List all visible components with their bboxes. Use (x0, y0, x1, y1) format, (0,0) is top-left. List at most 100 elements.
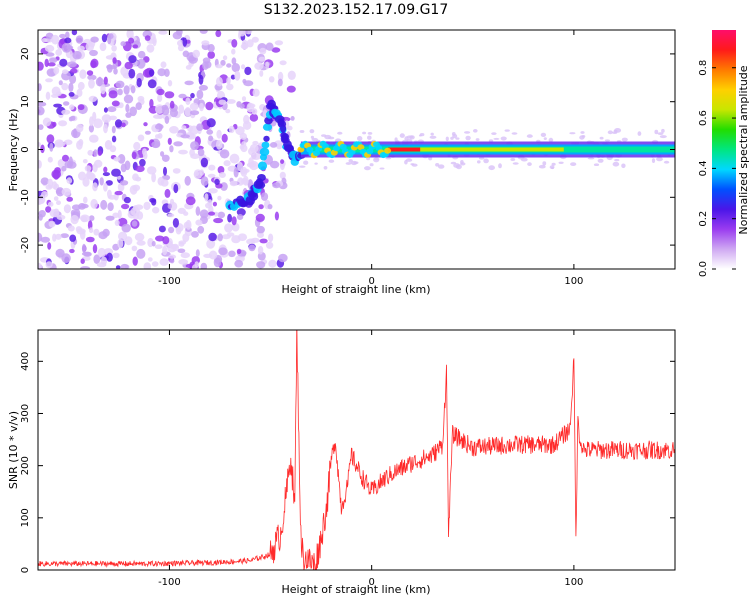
noise-blob (106, 252, 113, 262)
noise-blob (198, 84, 208, 91)
noise-blob (287, 70, 296, 81)
noise-blob (76, 124, 84, 133)
snr-series-line (38, 330, 675, 570)
noise-blob (63, 139, 73, 146)
noise-blob (113, 156, 121, 162)
noise-blob (196, 89, 204, 100)
noise-blob (257, 245, 264, 255)
noise-blob (184, 175, 191, 186)
noise-blob (45, 52, 55, 57)
noise-blob (258, 204, 264, 210)
snr-panel: -100 0 100 0 100 200 300 400 Height of straight… (7, 329, 676, 596)
noise-blob (71, 204, 81, 211)
noise-blob (88, 95, 98, 102)
noise-blob (112, 212, 120, 219)
spectrogram-xlabel: Height of straight line (km) (281, 283, 430, 296)
noise-blob (265, 61, 270, 70)
noise-blob (103, 182, 108, 192)
noise-blob (181, 125, 187, 130)
noise-blob (147, 257, 153, 262)
noise-blob (111, 100, 120, 107)
noise-blob (156, 88, 165, 96)
noise-blob (197, 148, 205, 157)
noise-blob (241, 39, 248, 50)
noise-blob (654, 129, 659, 135)
noise-blob (178, 93, 187, 99)
noise-blob (111, 135, 117, 143)
noise-blob (404, 159, 408, 165)
noise-blob (53, 103, 62, 108)
ridge-wave-blob (339, 143, 347, 150)
noise-blob (311, 137, 318, 142)
snr-xlabel: Height of straight line (km) (281, 583, 430, 596)
noise-blob (117, 239, 124, 249)
noise-blob (224, 223, 233, 233)
noise-blob (314, 162, 318, 165)
colorbar-ticks: 0.0 0.2 0.4 0.6 0.8 (698, 60, 736, 277)
noise-blob (551, 162, 556, 166)
noise-blob (75, 35, 84, 44)
noise-blob (103, 76, 108, 85)
noise-blob (196, 123, 204, 131)
noise-blob (192, 49, 200, 58)
noise-blob (45, 32, 54, 40)
noise-blob (169, 100, 175, 109)
noise-blob (162, 236, 170, 245)
noise-blob (182, 50, 190, 58)
noise-blob (61, 42, 72, 53)
noise-blob (267, 204, 273, 210)
noise-blob (153, 114, 163, 119)
noise-blob (89, 116, 94, 127)
noise-blob (373, 157, 380, 163)
noise-blob (225, 108, 231, 114)
noise-blob (68, 82, 74, 93)
noise-blob (104, 140, 113, 150)
noise-blob (248, 157, 254, 168)
noise-blob (237, 161, 243, 172)
noise-blob (105, 215, 115, 221)
noise-blob (66, 61, 77, 68)
noise-blob (255, 213, 265, 222)
noise-blob (208, 232, 217, 242)
noise-blob (231, 57, 237, 65)
noise-blob (144, 35, 151, 41)
y-tick-label: -10 (20, 189, 31, 205)
noise-blob (178, 240, 187, 245)
noise-blob (89, 134, 99, 143)
noise-blob (47, 242, 52, 250)
noise-blob (207, 173, 216, 178)
noise-blob (143, 122, 148, 127)
noise-blob (180, 252, 190, 259)
noise-blob (71, 30, 78, 36)
noise-blob (160, 61, 167, 68)
noise-blob (151, 141, 161, 149)
noise-blob (180, 134, 190, 139)
noise-blob (394, 137, 398, 142)
noise-blob (97, 150, 102, 157)
noise-blob (202, 57, 211, 64)
noise-blob (93, 254, 101, 264)
noise-blob (59, 33, 67, 39)
figure-title: S132.2023.152.17.09.G17 (264, 2, 449, 18)
noise-blob (143, 201, 151, 211)
noise-blob (328, 159, 335, 163)
noise-blob (385, 157, 392, 160)
noise-blob (199, 209, 209, 219)
noise-blob (310, 135, 314, 139)
noise-blob (163, 166, 167, 176)
noise-blob (51, 181, 58, 190)
noise-blob (101, 33, 108, 43)
noise-blob (656, 157, 663, 162)
noise-blob (215, 30, 222, 38)
noise-blob (195, 249, 200, 257)
noise-blob (260, 192, 269, 201)
noise-blob (70, 68, 78, 74)
noise-blob (205, 101, 214, 111)
noise-blob (49, 57, 58, 63)
noise-blob (280, 159, 285, 165)
y-tick-label: 0 (20, 567, 31, 573)
noise-blob (114, 219, 120, 226)
noise-blob (199, 102, 204, 112)
noise-blob (504, 129, 510, 132)
noise-blob (158, 30, 168, 35)
